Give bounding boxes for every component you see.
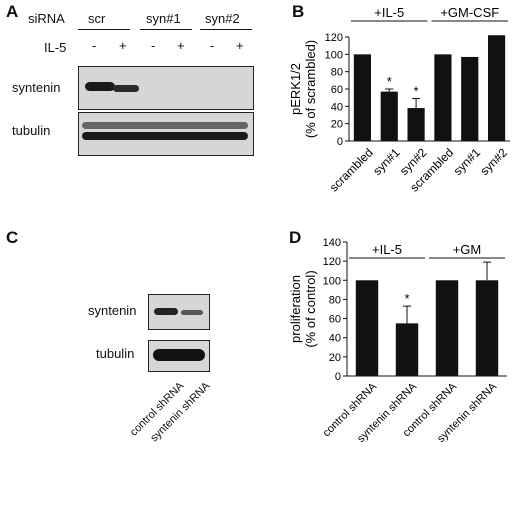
lane-sign-6: + — [236, 38, 244, 53]
syntenin-blot — [148, 294, 210, 330]
chart-b: 0 20 40 60 80 100 120 pERK1/2 (% of scrambled) sc… — [288, 5, 510, 194]
y-axis-label: pERK1/2 — [288, 63, 303, 115]
group-label: +IL-5 — [374, 5, 404, 20]
group-label-syn1: syn#1 — [146, 11, 181, 26]
panel-letter-c: C — [6, 228, 19, 247]
band — [85, 82, 115, 91]
y-tick-label: 0 — [335, 371, 341, 383]
group-label: +IL-5 — [372, 242, 402, 257]
lane-sign-3: - — [151, 38, 156, 53]
y-tick-label: 60 — [329, 314, 341, 326]
bar — [380, 91, 398, 141]
band — [82, 122, 248, 129]
significance-marker: * — [387, 74, 392, 89]
group-underline-syn2 — [200, 29, 252, 30]
group-label-syn2: syn#2 — [205, 11, 240, 26]
bar — [353, 54, 372, 142]
bar — [461, 56, 479, 141]
panel-letter-d: D — [289, 228, 302, 247]
y-axis-label: (% of scrambled) — [303, 40, 318, 138]
group-label: +GM-CSF — [440, 5, 499, 20]
y-tick-label: 20 — [329, 352, 341, 364]
bar — [435, 280, 459, 376]
blot-label-tubulin: tubulin — [12, 123, 51, 138]
tubulin-blot — [78, 112, 254, 156]
group-label-scr: scr — [88, 11, 106, 26]
bar — [434, 54, 452, 142]
panel-letter-a: A — [6, 2, 19, 21]
lane-sign-1: - — [92, 38, 97, 53]
blot-label-tubulin: tubulin — [96, 346, 135, 361]
category-label: syn#1 — [370, 145, 403, 178]
blot-label-syntenin: syntenin — [12, 80, 61, 95]
y-tick-label: 120 — [323, 256, 341, 268]
lane-sign-2: + — [119, 38, 127, 53]
y-tick-label: 80 — [329, 294, 341, 306]
il5-label: IL-5 — [44, 40, 67, 55]
group-underline-scr — [78, 29, 130, 30]
band — [181, 310, 203, 315]
y-tick-label: 0 — [337, 136, 343, 148]
band — [154, 308, 178, 315]
chart-d: 0 20 40 60 80 100 120 140 proliferation (% of con… — [288, 237, 507, 445]
band — [82, 132, 248, 140]
bar — [487, 35, 506, 142]
y-tick-label: 60 — [331, 84, 343, 96]
y-tick-label: 40 — [329, 333, 341, 345]
y-tick-label: 100 — [325, 49, 343, 61]
bar — [355, 280, 379, 376]
band — [113, 85, 139, 92]
category-label: syn#1 — [451, 145, 484, 178]
tubulin-blot — [148, 340, 210, 372]
bar — [395, 323, 419, 376]
band — [153, 349, 205, 361]
syntenin-blot — [78, 66, 254, 110]
y-tick-label: 120 — [325, 32, 343, 44]
group-label: +GM — [453, 242, 482, 257]
significance-marker: * — [404, 291, 409, 306]
y-tick-label: 40 — [331, 101, 343, 113]
y-tick-label: 100 — [323, 275, 341, 287]
y-tick-label: 140 — [323, 237, 341, 249]
category-label: syn#2 — [477, 145, 510, 178]
y-tick-label: 20 — [331, 119, 343, 131]
blot-label-syntenin: syntenin — [88, 303, 137, 318]
category-label: scrambled — [327, 145, 376, 194]
significance-marker: * — [414, 84, 419, 99]
lane-sign-4: + — [177, 38, 185, 53]
lane-sign-5: - — [210, 38, 215, 53]
y-tick-label: 80 — [331, 67, 343, 79]
bar — [475, 280, 499, 376]
y-axis-label: (% of control) — [303, 270, 318, 347]
y-axis-label: proliferation — [288, 275, 303, 343]
sirna-label: siRNA — [28, 11, 65, 26]
bar — [407, 108, 425, 141]
group-underline-syn1 — [140, 29, 192, 30]
panel-letter-b: B — [292, 2, 305, 21]
